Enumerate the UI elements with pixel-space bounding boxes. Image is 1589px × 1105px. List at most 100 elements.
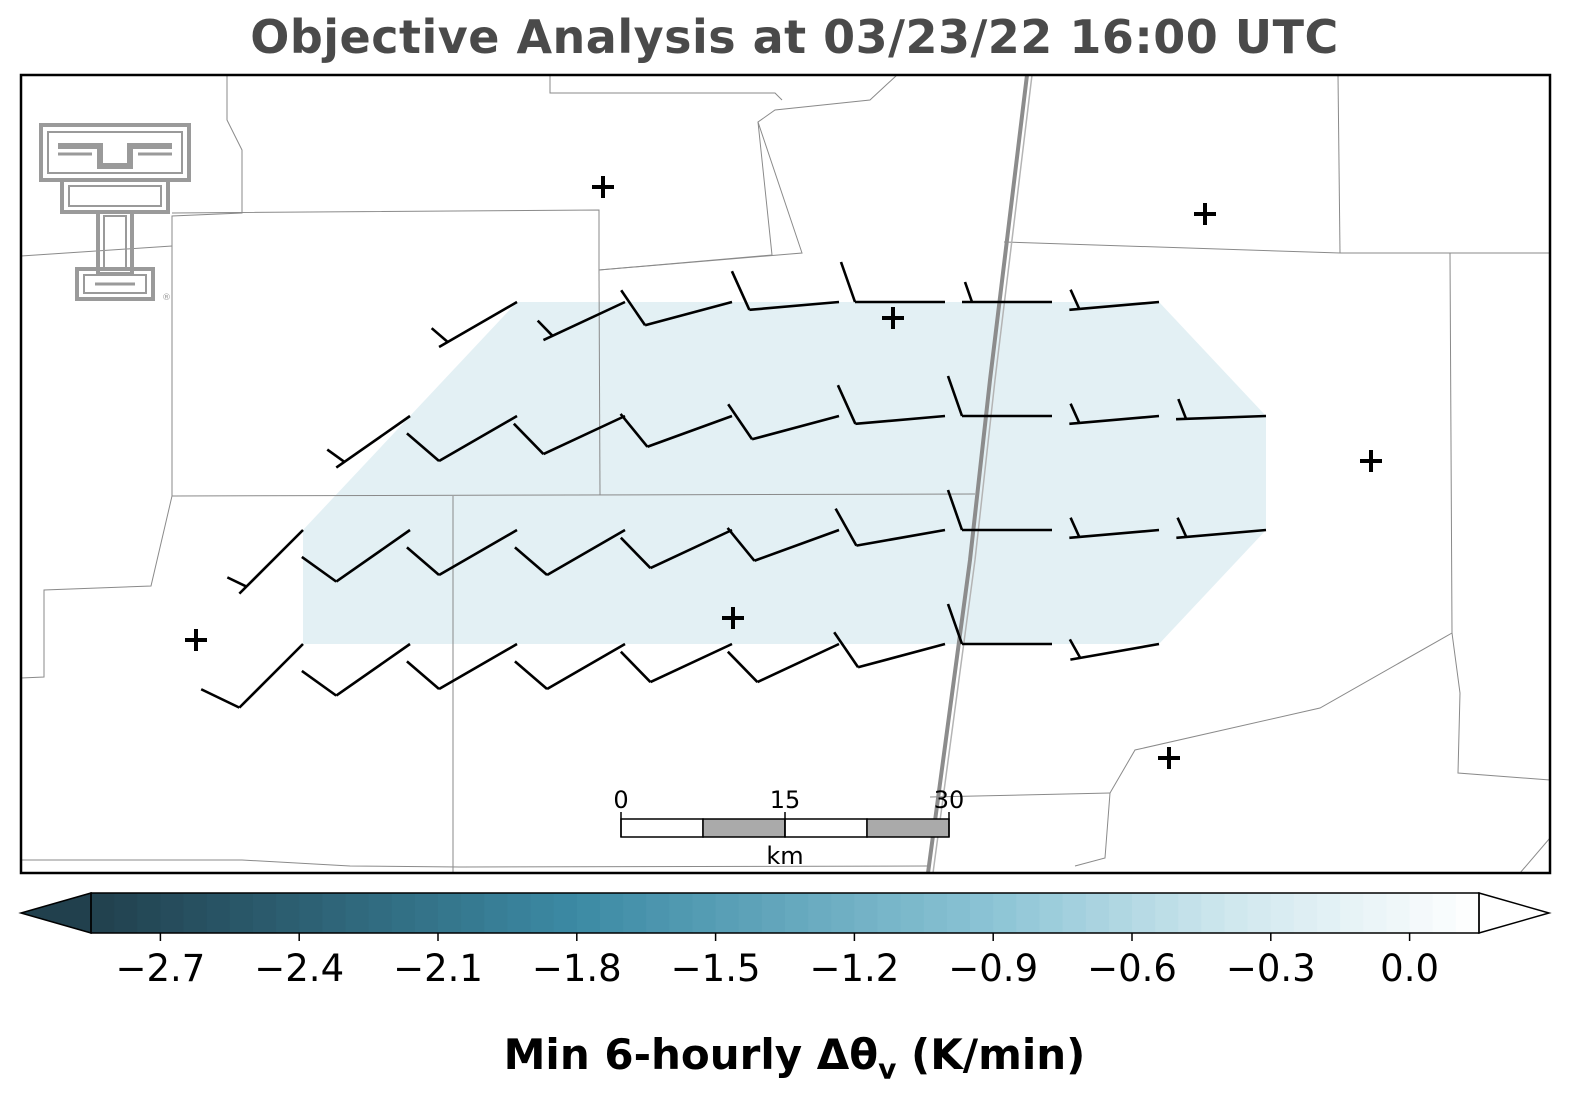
- wind-barb: [1069, 289, 1160, 312]
- colorbar-cell: [276, 893, 300, 933]
- colorbar-extend-low: [18, 892, 92, 934]
- colorbar-tick-label: −1.8: [532, 947, 622, 990]
- double-t-logo: ®: [39, 123, 191, 303]
- colorbar-cell: [299, 893, 323, 933]
- wind-barb: [946, 489, 1052, 532]
- colorbar-cell: [1317, 893, 1341, 933]
- county-boundaries: [21, 75, 1550, 873]
- colorbar-cell: [576, 893, 601, 933]
- colorbar-cell: [391, 893, 416, 933]
- colorbar-cell: [646, 893, 670, 933]
- wind-barb: [946, 603, 1052, 646]
- wind-barb: [1069, 403, 1160, 426]
- scale-bar: 0 15 30 km: [613, 786, 964, 870]
- colorbar-cell: [160, 893, 185, 933]
- colorbar-cell: [1386, 893, 1411, 933]
- colorbar-cell: [599, 893, 624, 933]
- wind-barb: [1176, 517, 1267, 540]
- scale-bar-label-30: 30: [934, 786, 965, 814]
- colorbar-cell: [1132, 893, 1156, 933]
- wind-barb: [726, 527, 840, 563]
- wind-barb: [514, 642, 626, 691]
- colorbar: −2.7 −2.4 −2.1 −1.8 −1.5 −1.2 −0.9 −0.6 −0.3 0.0: [18, 892, 1552, 990]
- colorbar-tick-label: −1.2: [809, 947, 899, 990]
- colorbar-cell: [1155, 893, 1179, 933]
- wind-barb: [514, 528, 626, 577]
- wind-barb: [406, 642, 518, 691]
- wind-barb: [836, 384, 946, 426]
- wind-barb: [834, 508, 946, 547]
- colorbar-cell: [252, 893, 277, 933]
- wind-barb: [406, 414, 518, 463]
- colorbar-cell: [553, 893, 578, 933]
- wind-barb: [620, 289, 733, 327]
- wind-barb: [727, 403, 840, 441]
- colorbar-cell: [137, 893, 161, 933]
- colorbar-title: Min 6-hourly Δθv (K/min): [0, 1030, 1589, 1085]
- colorbar-cell: [507, 893, 532, 933]
- colorbar-cell: [877, 893, 902, 933]
- colorbar-cell: [900, 893, 925, 933]
- colorbar-tick-label: 0.0: [1380, 947, 1439, 990]
- colorbar-cell: [1039, 893, 1064, 933]
- wind-barb: [726, 642, 840, 684]
- colorbar-cell: [484, 893, 508, 933]
- colorbar-cell: [114, 893, 138, 933]
- wind-barb: [301, 642, 411, 697]
- colorbar-cell: [738, 893, 763, 933]
- wind-barb: [1176, 398, 1267, 421]
- colorbar-cell: [368, 893, 393, 933]
- colorbar-cell: [946, 893, 971, 933]
- colorbar-cell: [461, 893, 485, 933]
- colorbar-cell: [91, 893, 115, 933]
- colorbar-tick-label: −1.5: [671, 947, 761, 990]
- analysis-shaded-region: [303, 302, 1266, 644]
- colorbar-cell: [322, 893, 347, 933]
- wind-barb: [1069, 517, 1160, 540]
- wind-barb: [200, 643, 304, 709]
- colorbar-cell: [623, 893, 647, 933]
- colorbar-tick-label: −0.9: [948, 947, 1038, 990]
- wind-barb: [406, 528, 518, 577]
- colorbar-cell: [1270, 893, 1295, 933]
- colorbar-cell: [206, 893, 231, 933]
- colorbar-cell: [1201, 893, 1226, 933]
- colorbar-cell: [808, 893, 832, 933]
- page-title: Objective Analysis at 03/23/22 16:00 UTC: [250, 10, 1339, 64]
- colorbar-cell: [970, 893, 994, 933]
- colorbar-cell: [1340, 893, 1364, 933]
- wind-barb: [833, 631, 946, 669]
- wind-barb: [730, 270, 840, 312]
- wind-barb: [619, 642, 733, 684]
- colorbar-cell: [1062, 893, 1087, 933]
- registered-mark: ®: [162, 293, 171, 303]
- wind-barb: [962, 281, 1052, 304]
- colorbar-title-subscript: v: [878, 1052, 897, 1086]
- colorbar-tick-label: −2.1: [393, 947, 483, 990]
- colorbar-cell: [993, 893, 1017, 933]
- wind-barb: [430, 300, 518, 349]
- colorbar-cell: [669, 893, 694, 933]
- wind-barb: [512, 414, 626, 456]
- colorbar-cell: [761, 893, 786, 933]
- station-markers: [185, 176, 1382, 769]
- colorbar-tick-label: −2.4: [254, 947, 344, 990]
- colorbar-cell: [1085, 893, 1110, 933]
- wind-barb: [226, 529, 304, 595]
- colorbar-cell: [183, 893, 208, 933]
- wind-barb: [301, 528, 411, 583]
- colorbar-cell: [1016, 893, 1041, 933]
- colorbar-outline: [90, 892, 1480, 934]
- colorbar-title-main: Min 6-hourly Δθ: [503, 1030, 879, 1079]
- colorbar-cell: [1224, 893, 1249, 933]
- state-boundary-line: [926, 75, 1033, 873]
- wind-barb: [326, 414, 411, 469]
- colorbar-cell: [530, 893, 555, 933]
- colorbar-cell: [1363, 893, 1388, 933]
- colorbar-cell: [831, 893, 855, 933]
- colorbar-cell: [345, 893, 370, 933]
- colorbar-title-units: (K/min): [896, 1030, 1086, 1079]
- colorbar-cell: [1247, 893, 1272, 933]
- wind-barb: [1068, 638, 1160, 661]
- wind-barbs: [200, 261, 1267, 709]
